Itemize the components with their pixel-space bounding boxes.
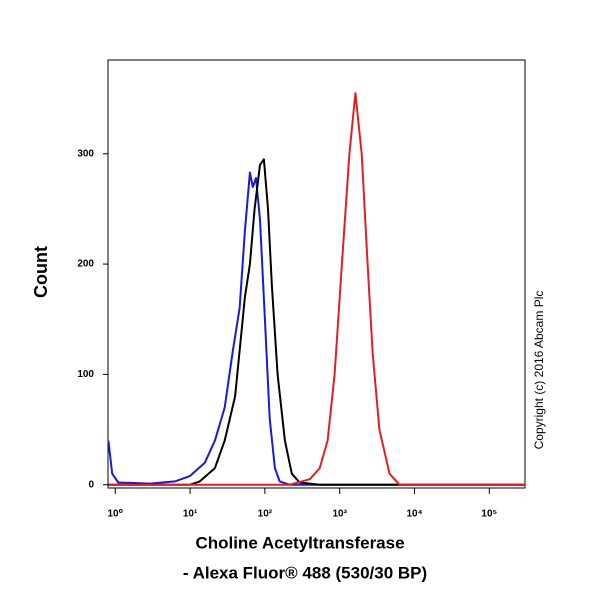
y-tick-label: 200 (77, 259, 94, 270)
histogram-line (108, 92, 525, 486)
x-tick-label: 10¹ (183, 509, 198, 520)
x-axis-label: Choline Acetyltransferase (195, 533, 404, 552)
copyright: Copyright (c) 2016 Abcam Plc (532, 291, 546, 450)
x-tick-label: 10³ (332, 509, 347, 520)
x-tick-label: 10⁴ (406, 509, 422, 520)
histogram-line (108, 158, 525, 486)
x-tick-label: 10⁵ (481, 509, 497, 520)
x-tick-label: 10² (258, 509, 273, 520)
histogram-line (107, 171, 525, 486)
y-tick-label: 300 (77, 148, 94, 159)
plot-frame (107, 59, 526, 489)
y-axis-label: Count (31, 246, 51, 298)
y-tick-label: 100 (77, 369, 94, 380)
x-tick-label: 10⁰ (107, 509, 123, 520)
x-axis-label: - Alexa Fluor® 488 (530/30 BP) (183, 563, 427, 582)
y-tick-label: 0 (88, 479, 94, 490)
